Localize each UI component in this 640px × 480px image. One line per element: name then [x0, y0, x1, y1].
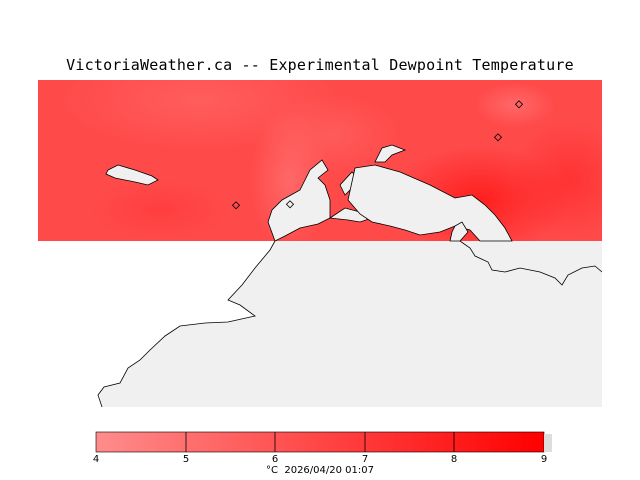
legend-unit: °C — [266, 465, 278, 476]
coastline — [105, 144, 513, 242]
colorbar-tick-7: 7 — [361, 454, 369, 465]
colorbar-tick-4: 4 — [92, 454, 100, 465]
station-marker[interactable] — [493, 133, 503, 142]
legend-footer: °C 2026/04/20 01:07 — [0, 465, 640, 476]
colorbar-tick-5: 5 — [182, 454, 190, 465]
colorbar-ticks — [185, 432, 455, 452]
station-marker[interactable] — [231, 201, 241, 210]
page-title: VictoriaWeather.ca -- Experimental Dewpo… — [66, 56, 574, 74]
colorbar-tick-8: 8 — [450, 454, 458, 465]
land-edge — [38, 241, 275, 407]
station-marker[interactable] — [285, 200, 295, 209]
east-coast — [459, 240, 603, 286]
station-marker[interactable] — [514, 100, 524, 109]
south-coast — [97, 240, 276, 408]
station-markers — [231, 100, 524, 210]
dewpoint-field — [38, 80, 602, 241]
colorbar-shadow — [544, 434, 552, 452]
colorbar-ramp — [95, 431, 545, 453]
legend-timestamp: 2026/04/20 01:07 — [284, 465, 374, 476]
colorbar-tick-9: 9 — [540, 454, 548, 465]
colorbar-tick-6: 6 — [271, 454, 279, 465]
